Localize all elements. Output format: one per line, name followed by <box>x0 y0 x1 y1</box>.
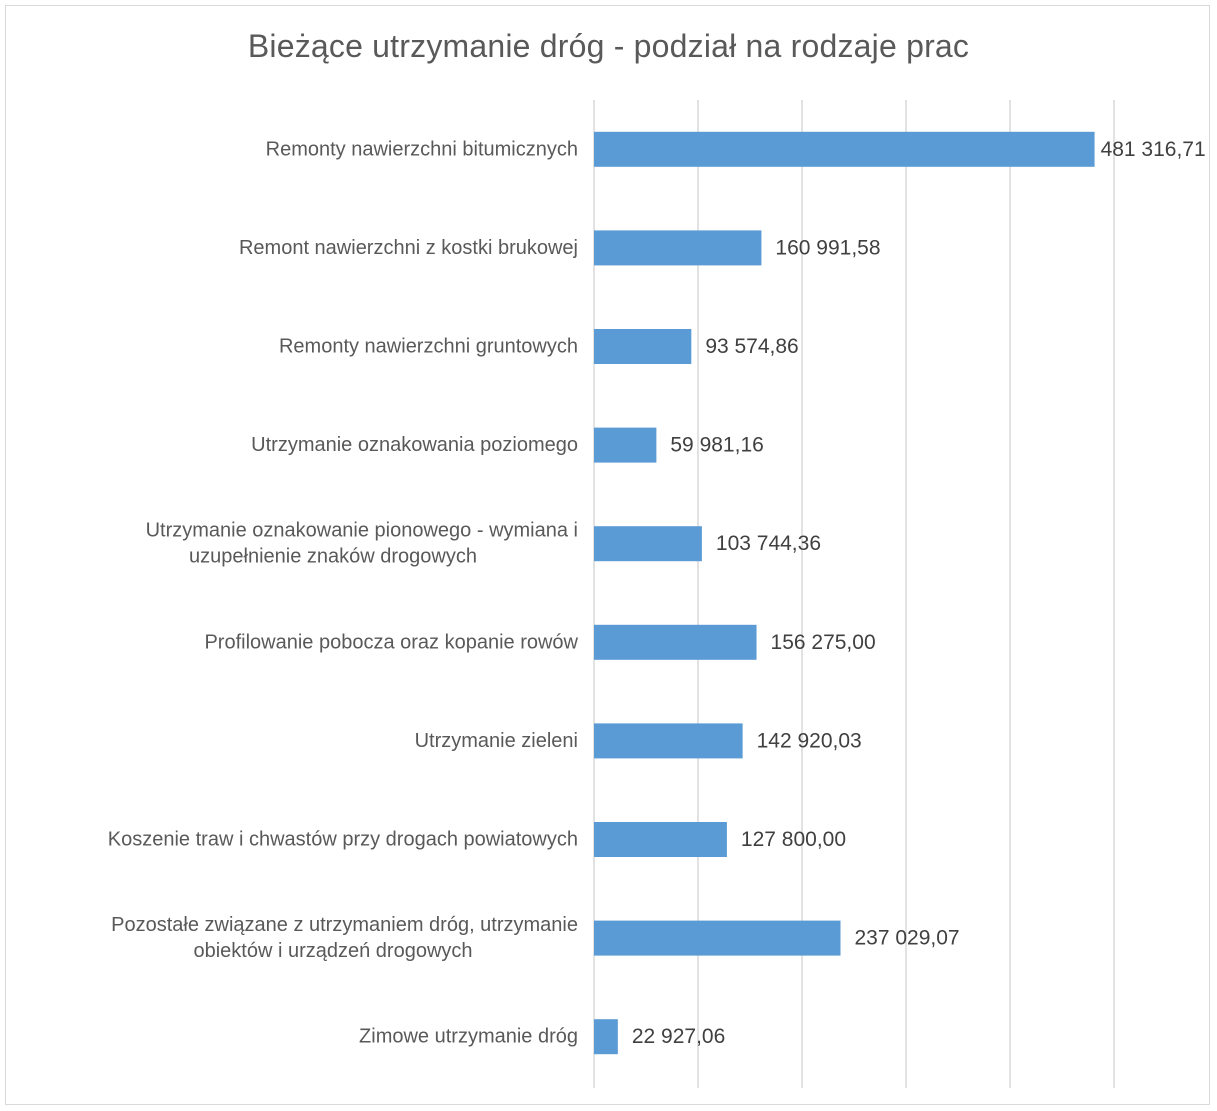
bar-1 <box>594 230 762 266</box>
category-label-4: Utrzymanie oznakowanie pionowego - wymia… <box>146 520 578 568</box>
chart-title: Bieżące utrzymanie dróg - podział na rod… <box>247 28 970 64</box>
bar-6 <box>594 723 743 759</box>
bar-4 <box>594 526 702 562</box>
bar-2 <box>594 329 692 364</box>
value-label-0: 481 316,71 <box>1101 138 1206 161</box>
category-label-2: Remonty nawierzchni gruntowych <box>279 336 578 358</box>
bar-0 <box>594 131 1095 167</box>
bar-7 <box>594 822 727 857</box>
value-label-4: 103 744,36 <box>716 532 821 555</box>
bar-5 <box>594 624 757 660</box>
bar-9 <box>594 1019 618 1055</box>
category-label-1: Remont nawierzchni z kostki brukowej <box>239 237 578 259</box>
category-label-9: Zimowe utrzymanie dróg <box>359 1026 578 1048</box>
bar-8 <box>594 920 841 956</box>
value-label-8: 237 029,07 <box>855 927 960 950</box>
bar-3 <box>594 427 657 463</box>
category-label-3: Utrzymanie oznakowania poziomego <box>251 434 578 456</box>
value-label-1: 160 991,58 <box>775 236 880 259</box>
category-label-7: Koszenie traw i chwastów przy drogach po… <box>108 829 578 851</box>
category-label-8: Pozostałe związane z utrzymaniem dróg, u… <box>111 914 578 962</box>
value-label-5: 156 275,00 <box>771 631 876 654</box>
category-label-5: Profilowanie pobocza oraz kopanie rowów <box>204 631 578 653</box>
value-label-2: 93 574,86 <box>705 335 798 358</box>
value-label-3: 59 981,16 <box>670 434 763 457</box>
value-label-6: 142 920,03 <box>757 729 862 752</box>
value-label-9: 22 927,06 <box>632 1025 725 1048</box>
category-label-6: Utrzymanie zieleni <box>415 730 578 752</box>
value-label-7: 127 800,00 <box>741 828 846 851</box>
category-label-0: Remonty nawierzchni bitumicznych <box>266 138 578 160</box>
